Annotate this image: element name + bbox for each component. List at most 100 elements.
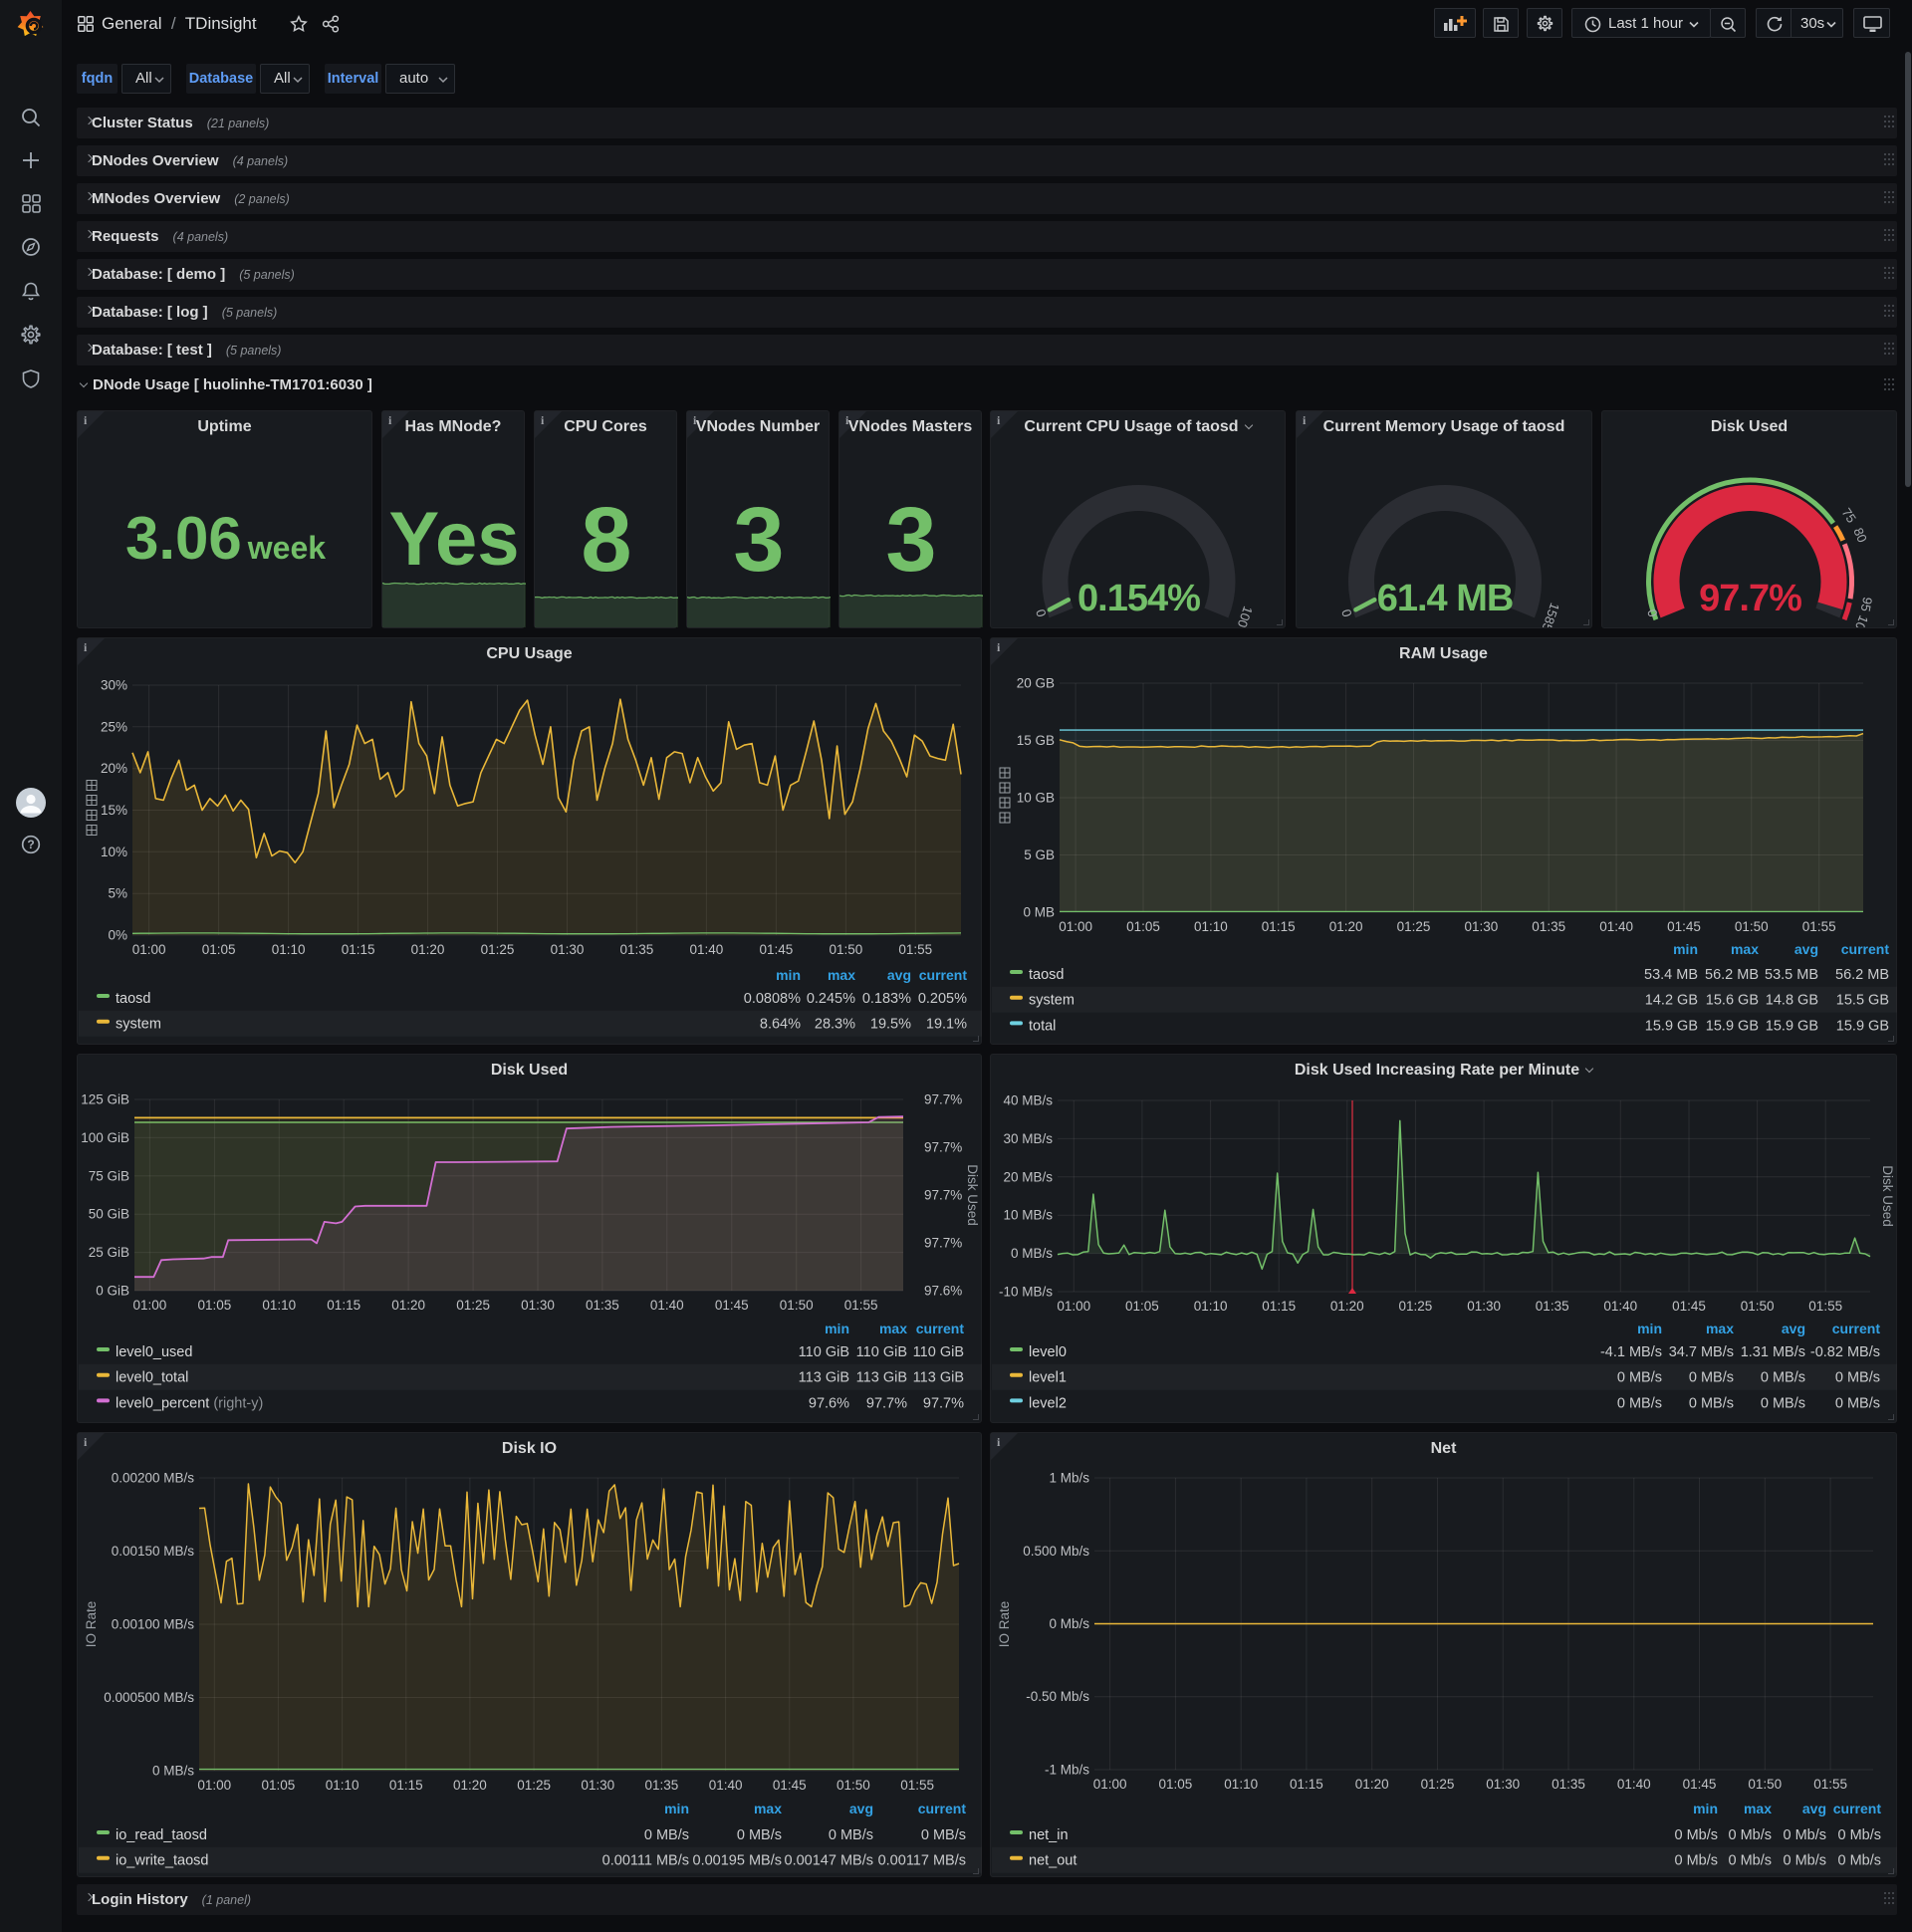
svg-text:20 MB/s: 20 MB/s: [1003, 1169, 1053, 1184]
svg-text:15.6 GB: 15.6 GB: [1706, 993, 1759, 1009]
svg-text:0 MB/s: 0 MB/s: [1689, 1370, 1734, 1386]
svg-text:01:30: 01:30: [1467, 1299, 1501, 1314]
svg-text:min: min: [1637, 1321, 1662, 1336]
svg-text:IO Rate: IO Rate: [84, 1601, 99, 1648]
svg-text:8.64%: 8.64%: [760, 1017, 801, 1033]
svg-text:100: 100: [1849, 613, 1871, 627]
svg-text:15.9 GB: 15.9 GB: [1836, 1018, 1889, 1034]
svg-text:total: total: [1029, 1018, 1056, 1034]
svg-text:1585: 1585: [1539, 601, 1562, 627]
svg-text:97.7%: 97.7%: [924, 1092, 962, 1107]
svg-text:30%: 30%: [101, 678, 127, 693]
svg-text:0 Mb/s: 0 Mb/s: [1728, 1853, 1772, 1869]
svg-text:01:00: 01:00: [1059, 919, 1092, 934]
svg-text:01:05: 01:05: [198, 1298, 232, 1313]
svg-text:01:15: 01:15: [1290, 1777, 1323, 1792]
svg-text:01:35: 01:35: [1532, 919, 1565, 934]
svg-text:0 MB/s: 0 MB/s: [737, 1827, 782, 1843]
svg-text:0 MB/s: 0 MB/s: [1761, 1370, 1805, 1386]
svg-text:0.00117 MB/s: 0.00117 MB/s: [878, 1853, 966, 1869]
svg-text:01:35: 01:35: [620, 942, 654, 957]
svg-text:01:25: 01:25: [1421, 1777, 1455, 1792]
svg-text:15%: 15%: [101, 803, 127, 818]
svg-text:01:15: 01:15: [389, 1778, 423, 1793]
svg-text:01:20: 01:20: [391, 1298, 425, 1313]
svg-text:97.6%: 97.6%: [924, 1284, 962, 1299]
svg-text:01:00: 01:00: [1057, 1299, 1090, 1314]
svg-text:01:35: 01:35: [1552, 1777, 1585, 1792]
svg-text:net_out: net_out: [1029, 1853, 1076, 1869]
svg-text:01:55: 01:55: [1802, 919, 1836, 934]
svg-text:97.7%: 97.7%: [1699, 578, 1801, 619]
svg-text:avg: avg: [1782, 1321, 1805, 1336]
svg-text:10 GB: 10 GB: [1017, 791, 1055, 806]
svg-text:current: current: [1833, 1801, 1882, 1816]
svg-text:01:00: 01:00: [132, 942, 166, 957]
svg-text:100 GiB: 100 GiB: [81, 1130, 129, 1145]
svg-text:3: 3: [885, 489, 936, 591]
svg-text:01:20: 01:20: [453, 1778, 487, 1793]
svg-text:0 Mb/s: 0 Mb/s: [1783, 1853, 1826, 1869]
svg-text:1 Mb/s: 1 Mb/s: [1049, 1471, 1089, 1486]
svg-text:level1: level1: [1029, 1370, 1067, 1386]
svg-text:01:30: 01:30: [581, 1778, 614, 1793]
svg-text:01:45: 01:45: [760, 942, 794, 957]
svg-text:0 MB/s: 0 MB/s: [1617, 1395, 1662, 1411]
svg-text:125 GiB: 125 GiB: [81, 1092, 129, 1107]
svg-text:15.9 GB: 15.9 GB: [1645, 1018, 1698, 1034]
svg-text:15 GB: 15 GB: [1017, 733, 1055, 748]
svg-text:25 GiB: 25 GiB: [89, 1245, 129, 1260]
svg-text:0 MB/s: 0 MB/s: [1689, 1395, 1734, 1411]
svg-text:01:55: 01:55: [1813, 1777, 1847, 1792]
svg-text:53.5 MB: 53.5 MB: [1765, 967, 1818, 983]
svg-text:15.9 GB: 15.9 GB: [1766, 1018, 1818, 1034]
svg-text:110 GiB: 110 GiB: [856, 1344, 907, 1360]
svg-text:97.7%: 97.7%: [866, 1395, 907, 1411]
svg-text:min: min: [825, 1321, 849, 1336]
svg-text:min: min: [664, 1801, 689, 1816]
svg-text:01:55: 01:55: [844, 1298, 878, 1313]
svg-text:0 MB/s: 0 MB/s: [1761, 1395, 1805, 1411]
svg-text:01:25: 01:25: [1397, 919, 1431, 934]
svg-text:8: 8: [581, 489, 631, 591]
svg-text:97.7%: 97.7%: [924, 1188, 962, 1203]
svg-text:level2: level2: [1029, 1395, 1067, 1411]
svg-text:19.1%: 19.1%: [926, 1017, 967, 1033]
svg-text:taosd: taosd: [1029, 967, 1064, 983]
svg-text:14.2 GB: 14.2 GB: [1645, 993, 1698, 1009]
svg-text:0.00195 MB/s: 0.00195 MB/s: [693, 1853, 782, 1869]
svg-text:01:20: 01:20: [1329, 919, 1363, 934]
svg-text:97.6%: 97.6%: [809, 1395, 849, 1411]
svg-text:01:10: 01:10: [272, 942, 306, 957]
svg-text:5 GB: 5 GB: [1024, 847, 1055, 862]
svg-text:max: max: [879, 1321, 907, 1336]
svg-text:current: current: [1841, 941, 1890, 957]
svg-text:min: min: [1693, 1801, 1718, 1816]
svg-text:01:35: 01:35: [1536, 1299, 1569, 1314]
svg-text:01:40: 01:40: [690, 942, 724, 957]
svg-text:0 GiB: 0 GiB: [96, 1284, 129, 1299]
svg-text:-10 MB/s: -10 MB/s: [999, 1285, 1053, 1300]
svg-text:system: system: [116, 1017, 161, 1033]
svg-text:14.8 GB: 14.8 GB: [1766, 993, 1818, 1009]
svg-text:avg: avg: [887, 967, 911, 983]
svg-text:0 MB/s: 0 MB/s: [152, 1764, 194, 1779]
svg-text:50 GiB: 50 GiB: [89, 1207, 129, 1222]
svg-text:01:10: 01:10: [1194, 1299, 1228, 1314]
svg-text:5%: 5%: [108, 886, 127, 901]
svg-text:56.2 MB: 56.2 MB: [1705, 967, 1759, 983]
svg-text:75: 75: [1838, 505, 1859, 525]
svg-text:?: ?: [27, 838, 34, 851]
svg-text:0.00150 MB/s: 0.00150 MB/s: [112, 1544, 195, 1559]
svg-text:0 MB/s: 0 MB/s: [829, 1827, 873, 1843]
svg-text:01:05: 01:05: [262, 1778, 296, 1793]
svg-text:01:30: 01:30: [1465, 919, 1499, 934]
svg-text:01:05: 01:05: [202, 942, 236, 957]
svg-text:current: current: [918, 1801, 967, 1816]
svg-text:min: min: [776, 967, 801, 983]
svg-text:95: 95: [1858, 596, 1875, 612]
svg-text:80: 80: [1850, 526, 1869, 545]
svg-text:0 MB/s: 0 MB/s: [1835, 1370, 1880, 1386]
svg-text:0 Mb/s: 0 Mb/s: [1049, 1616, 1089, 1631]
svg-text:avg: avg: [1794, 941, 1818, 957]
